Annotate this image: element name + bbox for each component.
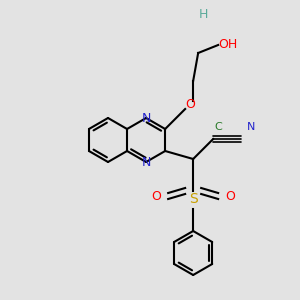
Text: N: N: [141, 112, 151, 124]
Text: O: O: [185, 98, 195, 110]
Text: O: O: [225, 190, 235, 203]
Text: H: H: [199, 8, 208, 22]
Text: O: O: [151, 190, 161, 203]
Text: S: S: [189, 192, 197, 206]
Text: OH: OH: [218, 38, 238, 52]
Text: N: N: [141, 155, 151, 169]
Text: C: C: [214, 122, 222, 132]
Text: N: N: [247, 122, 255, 132]
